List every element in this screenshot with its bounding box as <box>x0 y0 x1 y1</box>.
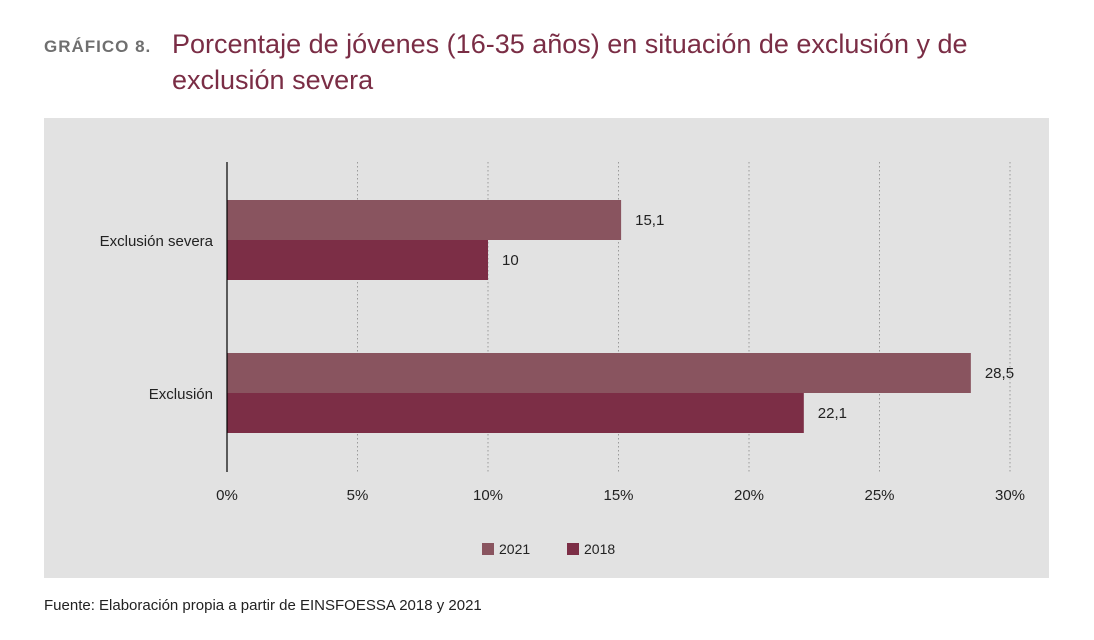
data-label: 28,5 <box>985 365 1014 382</box>
chart-title: Porcentaje de jóvenes (16-35 años) en si… <box>172 29 968 95</box>
x-tick-label: 10% <box>473 487 503 504</box>
x-tick-label: 0% <box>216 487 238 504</box>
data-label: 15,1 <box>635 212 664 229</box>
x-tick-label: 15% <box>603 487 633 504</box>
chart-panel: 15,1 10 Exclusión severa 28,5 22,1 Exclusión 0… <box>44 118 1049 578</box>
x-tick-label: 5% <box>347 487 369 504</box>
legend-label: 2018 <box>584 541 615 557</box>
data-label: 10 <box>502 252 519 269</box>
legend-swatch <box>567 543 579 555</box>
source-note: Fuente: Elaboración propia a partir de E… <box>44 597 482 614</box>
legend-swatch <box>482 543 494 555</box>
bar-2021-0 <box>227 200 622 240</box>
legend-label: 2021 <box>499 541 530 557</box>
x-tick-label: 25% <box>864 487 894 504</box>
bar-chart: 15,1 10 Exclusión severa 28,5 22,1 Exclusión 0… <box>100 162 1025 557</box>
category-label: Exclusión severa <box>100 233 214 250</box>
figure-label: GRÁFICO 8. <box>44 37 152 56</box>
x-tick-label: 30% <box>995 487 1025 504</box>
bar-2018-1 <box>227 393 804 433</box>
data-label: 22,1 <box>818 405 847 422</box>
bar-2018-0 <box>227 240 488 280</box>
x-tick-label: 20% <box>734 487 764 504</box>
category-label: Exclusión <box>149 386 213 403</box>
bar-2021-1 <box>227 353 971 393</box>
